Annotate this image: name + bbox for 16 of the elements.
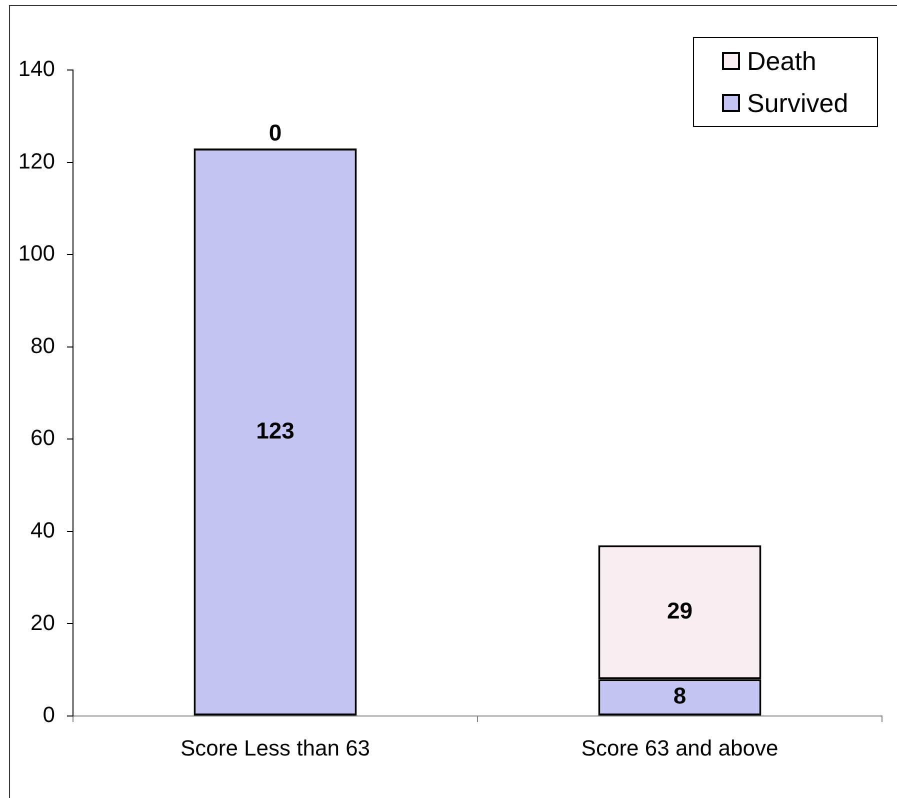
y-tick-label: 120 — [18, 148, 55, 174]
y-tick-label: 80 — [30, 332, 55, 358]
data-label: 29 — [666, 598, 693, 624]
y-tick-label: 40 — [30, 517, 55, 542]
x-tick-label: Score 63 and above — [581, 735, 778, 760]
data-label: 123 — [256, 417, 294, 444]
y-tick-label: 140 — [18, 56, 55, 82]
y-tick-label: 0 — [42, 702, 55, 728]
y-tick-label: 60 — [30, 425, 55, 450]
legend-label: Survived — [747, 88, 848, 118]
legend-label: Death — [747, 46, 816, 76]
x-tick-label: Score Less than 63 — [180, 735, 370, 760]
y-tick-label: 100 — [18, 240, 55, 266]
data-label: 0 — [268, 119, 282, 146]
data-label: 8 — [673, 682, 686, 709]
y-tick-label: 20 — [30, 610, 55, 635]
